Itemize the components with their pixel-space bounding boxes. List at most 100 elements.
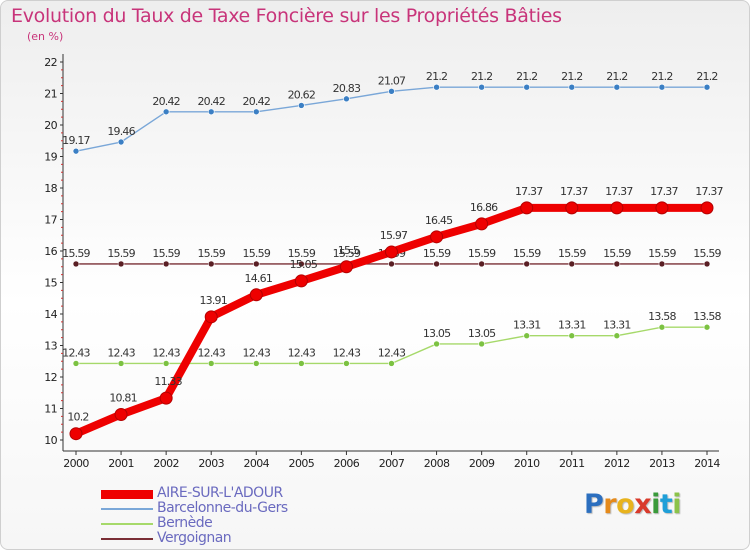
- data-label: 17.37: [695, 185, 723, 198]
- data-point: [658, 260, 666, 268]
- legend-item-barcelonne-du-gers: Barcelonne-du-Gers: [101, 501, 441, 516]
- data-point: [69, 427, 83, 441]
- logo-letter: P: [584, 489, 604, 520]
- y-tick-label: 20: [44, 119, 57, 132]
- data-point: [249, 288, 263, 302]
- logo-letter: i: [651, 489, 660, 520]
- data-label: 12.43: [333, 346, 361, 359]
- legend-item-vergoignan: Vergoignan: [101, 531, 441, 546]
- data-point: [523, 83, 531, 91]
- data-point: [610, 201, 624, 215]
- data-label: 15.59: [558, 247, 586, 260]
- data-point: [433, 83, 440, 91]
- data-point: [478, 260, 485, 268]
- data-point: [252, 360, 260, 367]
- data-point: [478, 83, 485, 91]
- legend-swatch: [101, 489, 153, 499]
- data-label: 15.59: [423, 247, 451, 260]
- x-tick-label: 2003: [198, 457, 224, 470]
- x-tick-label: 2002: [153, 457, 179, 470]
- data-label: 16.45: [425, 214, 453, 227]
- data-label: 13.58: [693, 310, 721, 323]
- data-point: [700, 201, 714, 215]
- data-point: [523, 260, 531, 268]
- legend-swatch: [101, 507, 153, 510]
- series-aire-sur-l-adour: 10.2 10.81 11.33 13.91 14.61 15.05 15.5 15.97 16…: [67, 185, 724, 441]
- data-point: [207, 360, 215, 367]
- data-point: [565, 201, 579, 215]
- data-label: 15.59: [288, 247, 316, 260]
- data-label: 12.43: [152, 346, 180, 359]
- data-label: 15.5: [338, 244, 360, 257]
- data-point: [613, 332, 621, 340]
- legend-swatch: [101, 522, 153, 525]
- data-point: [114, 407, 128, 421]
- data-point: [72, 147, 80, 155]
- chart-title: Evolution du Taux de Taxe Foncière sur l…: [11, 5, 562, 27]
- data-point: [658, 83, 666, 91]
- data-point: [159, 391, 173, 405]
- data-label: 11.33: [154, 375, 182, 388]
- data-label: 15.59: [152, 247, 180, 260]
- data-label: 15.59: [648, 247, 676, 260]
- data-point: [252, 260, 260, 268]
- data-label: 20.42: [243, 95, 271, 108]
- data-point: [433, 260, 440, 268]
- legend-label: Barcelonne-du-Gers: [157, 500, 288, 516]
- data-point: [298, 360, 305, 367]
- data-point: [478, 340, 485, 348]
- data-point: [343, 95, 350, 103]
- x-tick-label: 2010: [514, 457, 540, 470]
- data-label: 12.43: [378, 346, 406, 359]
- unit-label: (en %): [27, 30, 64, 43]
- x-tick-label: 2009: [469, 457, 495, 470]
- series-bern-de: 12.43 12.43 12.43 12.43 12.43 12.43 12.43 12.43…: [62, 310, 722, 367]
- data-label: 13.31: [513, 319, 541, 332]
- data-point: [613, 260, 621, 268]
- data-label: 15.59: [603, 247, 631, 260]
- data-point: [204, 310, 218, 324]
- data-point: [207, 108, 215, 116]
- x-tick-label: 2005: [289, 457, 315, 470]
- data-label: 15.59: [693, 247, 721, 260]
- data-label: 21.07: [378, 74, 406, 87]
- data-point: [703, 260, 711, 268]
- x-tick-label: 2000: [63, 457, 89, 470]
- data-point: [388, 87, 395, 95]
- data-label: 19.46: [107, 125, 135, 138]
- logo-letter: r: [603, 489, 617, 520]
- data-label: 15.59: [513, 247, 541, 260]
- y-tick-label: 19: [44, 151, 57, 164]
- data-label: 10.2: [67, 411, 88, 424]
- y-tick-label: 14: [44, 308, 57, 321]
- logo-letter: i: [672, 489, 682, 520]
- logo-letter: o: [616, 489, 635, 520]
- data-point: [703, 323, 711, 331]
- x-tick-label: 2013: [649, 457, 675, 470]
- x-tick-label: 2008: [424, 457, 450, 470]
- data-label: 13.05: [423, 327, 451, 340]
- data-point: [207, 260, 215, 268]
- legend-label: Bernède: [157, 515, 213, 531]
- data-label: 15.59: [62, 247, 90, 260]
- data-point: [613, 83, 621, 91]
- data-label: 12.43: [288, 346, 316, 359]
- y-tick-label: 11: [44, 403, 57, 416]
- data-label: 14.61: [245, 272, 273, 285]
- data-label: 12.43: [197, 346, 225, 359]
- data-label: 15.59: [197, 247, 225, 260]
- x-tick-label: 2007: [379, 457, 405, 470]
- data-label: 17.37: [515, 185, 543, 198]
- x-tick-label: 2004: [243, 457, 269, 470]
- y-tick-label: 21: [44, 88, 57, 101]
- y-tick-label: 12: [44, 371, 57, 384]
- data-point: [388, 260, 395, 268]
- data-point: [568, 83, 576, 91]
- data-point: [298, 102, 305, 109]
- data-label: 20.42: [197, 95, 225, 108]
- data-label: 15.59: [243, 247, 271, 260]
- data-label: 21.2: [651, 70, 672, 83]
- data-point: [162, 260, 170, 268]
- y-tick-label: 10: [44, 434, 57, 447]
